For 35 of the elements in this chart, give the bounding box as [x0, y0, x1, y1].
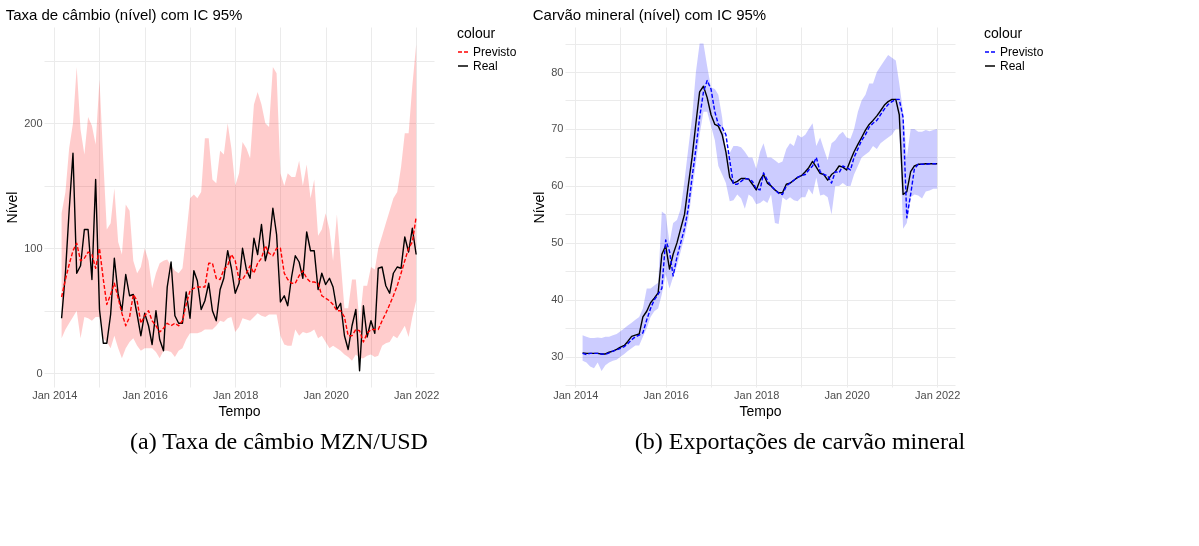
- y-tick-label: 80: [551, 65, 564, 78]
- y-tick-label: 0: [36, 366, 43, 379]
- x-axis-title: Tempo: [739, 402, 782, 419]
- y-tick-label: 100: [24, 241, 43, 254]
- x-tick-label: Jan 2020: [824, 388, 870, 401]
- x-tick-label: Jan 2016: [122, 388, 168, 401]
- x-tick-label: Jan 2022: [394, 388, 440, 401]
- y-tick-label: 50: [551, 236, 564, 249]
- legend-label: Previsto: [473, 45, 517, 59]
- x-tick-label: Jan 2018: [213, 388, 259, 401]
- x-tick-label: Jan 2020: [303, 388, 349, 401]
- y-tick-label: 70: [551, 122, 564, 135]
- line-series: [60, 152, 417, 372]
- x-tick-label: Jan 2022: [915, 388, 961, 401]
- x-tick-label: Jan 2016: [643, 388, 689, 401]
- y-tick-label: 40: [551, 293, 564, 306]
- legend-label: Real: [1000, 59, 1025, 73]
- x-tick-label: Jan 2018: [734, 388, 780, 401]
- text: (a) Taxa de câmbio MZN/USD: [130, 428, 428, 454]
- x-axis-title: Tempo: [218, 402, 261, 419]
- chart-title: Taxa de câmbio (nível) com IC 95%: [5, 6, 243, 23]
- legend-label: Real: [473, 59, 498, 73]
- y-axis-title: Nível: [4, 191, 21, 224]
- y-tick-label: 200: [24, 116, 43, 129]
- chart-title: Carvão mineral (nível) com IC 95%: [532, 6, 767, 23]
- legend-title: colour: [984, 25, 1023, 41]
- text: (b) Exportações de carvão mineral: [634, 428, 966, 454]
- legend-label: Previsto: [1000, 45, 1044, 59]
- x-tick-label: Jan 2014: [32, 388, 78, 401]
- legend-title: colour: [457, 25, 496, 41]
- y-axis-title: Nível: [531, 191, 548, 224]
- y-tick-label: 60: [551, 179, 564, 192]
- line-series: [60, 216, 417, 343]
- x-tick-label: Jan 2014: [553, 388, 599, 401]
- y-tick-label: 30: [551, 350, 564, 363]
